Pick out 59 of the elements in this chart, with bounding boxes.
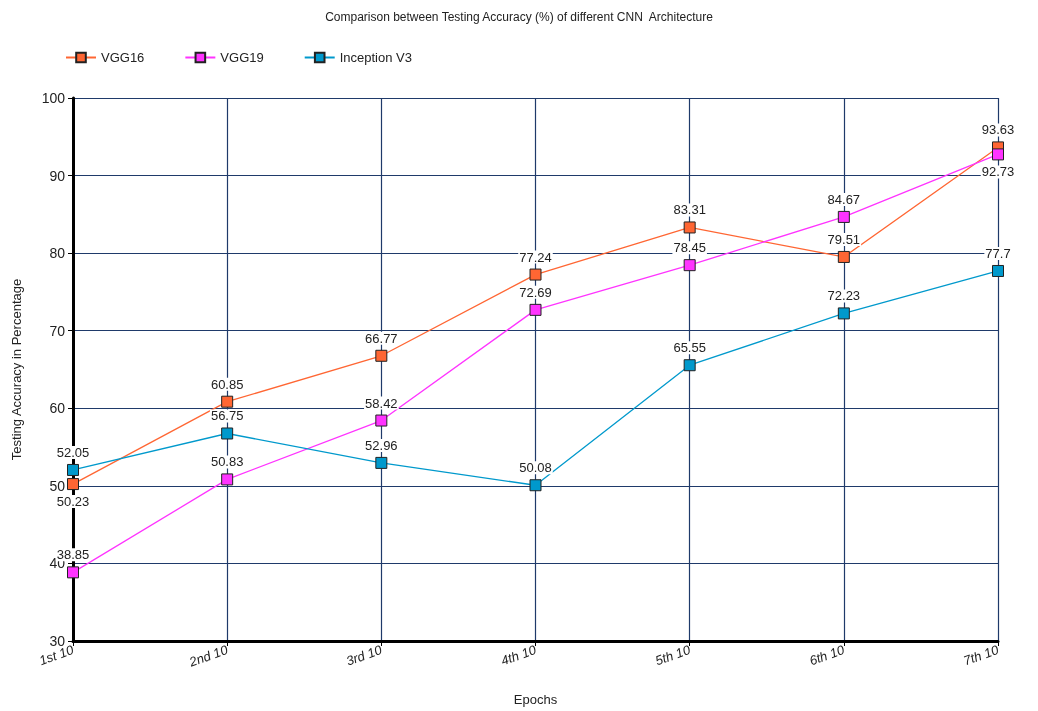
point: [529, 303, 542, 316]
point: [683, 359, 696, 372]
data-label: 92.73: [981, 164, 1015, 180]
point: [67, 566, 79, 579]
data-label: 65.55: [673, 340, 706, 356]
x-tick-label: 3rd 10: [344, 641, 385, 669]
data-label: 50.23: [56, 494, 90, 510]
point: [375, 456, 388, 469]
point: [221, 395, 234, 408]
data-label: 52.96: [365, 437, 398, 453]
chart-title: Comparison between Testing Accuracy (%) of different CNN Architecture: [325, 10, 714, 24]
point: [529, 268, 542, 281]
y-tick-label: 80: [49, 245, 66, 262]
legend-label: VGG19: [220, 50, 264, 65]
data-label: 72.69: [519, 284, 552, 300]
point: [992, 148, 1004, 161]
data-label: 56.75: [210, 408, 244, 424]
point: [221, 473, 234, 486]
data-label: 83.31: [673, 202, 706, 218]
data-label: 84.67: [827, 191, 861, 207]
point: [221, 427, 234, 440]
data-label: 58.42: [365, 395, 398, 411]
data-label: 60.85: [210, 376, 244, 392]
x-axis-title: Epochs: [513, 692, 558, 707]
x-tick-label: 7th 10: [961, 641, 1002, 669]
point: [67, 478, 79, 491]
data-label: 72.23: [827, 288, 861, 304]
point: [992, 264, 1004, 277]
x-tick-label: 5th 10: [653, 641, 693, 669]
data-label: 77.24: [519, 249, 552, 265]
legend-label: Inception V3: [339, 50, 412, 65]
point: [683, 221, 696, 234]
y-tick-label: 30: [49, 633, 66, 649]
x-tick-label: 4th 10: [498, 641, 539, 669]
y-tick-label: 70: [49, 322, 66, 339]
y-tick-label: 100: [41, 90, 66, 106]
data-label: 52.05: [56, 444, 90, 460]
legend-label: VGG16: [101, 50, 145, 65]
x-tick-label: 6th 10: [807, 641, 848, 669]
point: [837, 210, 850, 223]
data-label: 79.51: [827, 231, 861, 247]
point: [67, 463, 79, 476]
y-tick-label: 60: [49, 400, 66, 417]
data-label: 77.7: [985, 245, 1011, 261]
point: [375, 349, 388, 362]
data-label: 78.45: [673, 240, 706, 256]
data-label: 66.77: [365, 330, 398, 346]
point: [529, 479, 542, 492]
data-label: 50.08: [519, 460, 552, 476]
point: [837, 250, 850, 263]
point: [837, 307, 850, 320]
y-tick-label: 90: [49, 167, 66, 184]
data-label: 93.63: [981, 122, 1015, 138]
y-tick-label: 50: [49, 477, 66, 494]
point: [375, 414, 388, 427]
data-label: 50.83: [210, 454, 244, 470]
point: [683, 259, 696, 272]
y-axis-title: Testing Accuracy in Percentage: [9, 278, 24, 461]
x-tick-label: 2nd 10: [186, 641, 231, 670]
